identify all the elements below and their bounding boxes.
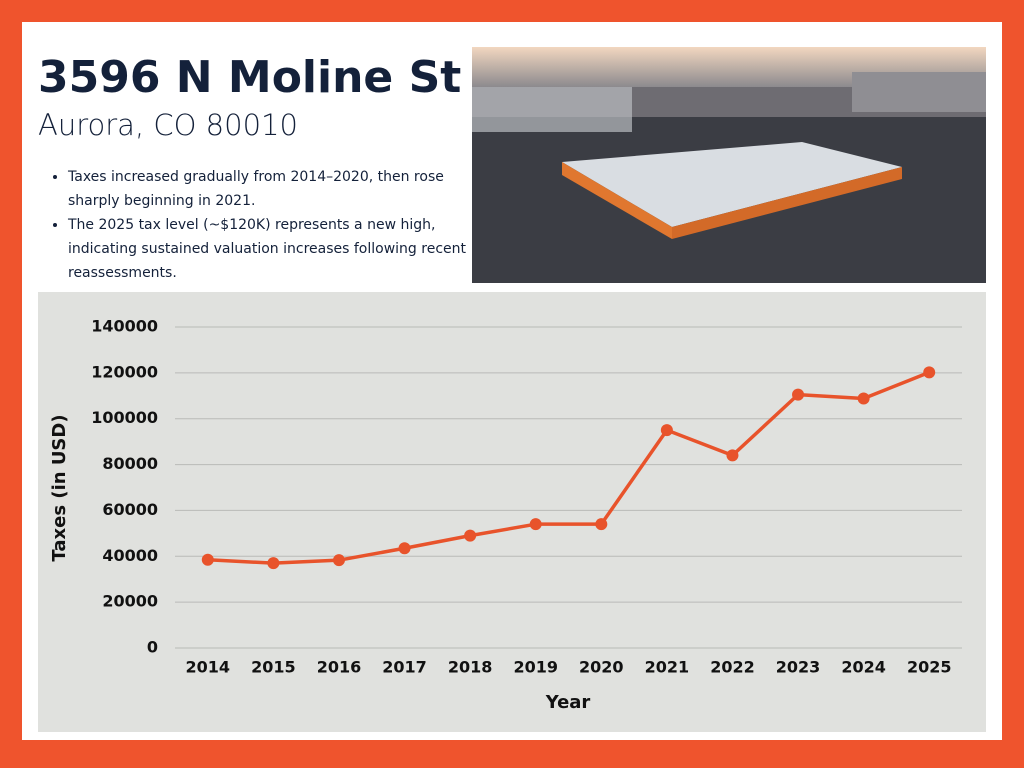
x-tick-label: 2025 (907, 658, 952, 677)
y-tick-label: 80000 (102, 454, 158, 473)
point (332, 554, 345, 567)
chart-area (38, 292, 986, 732)
y-tick-label: 0 (147, 638, 158, 657)
bullet: The 2025 tax level (~$120K) represents a… (68, 213, 468, 285)
y-tick-label: 40000 (102, 546, 158, 565)
point (726, 449, 739, 462)
bullet: Taxes increased gradually from 2014–2020… (68, 165, 468, 213)
x-tick-label: 2023 (776, 658, 821, 677)
point (529, 518, 542, 531)
x-tick-label: 2015 (251, 658, 296, 677)
point (464, 529, 477, 542)
point (267, 557, 280, 570)
x-tick-label: 2018 (448, 658, 493, 677)
bullet-list: Taxes increased gradually from 2014–2020… (46, 165, 468, 285)
y-tick-label: 100000 (91, 408, 158, 427)
x-tick-label: 2016 (317, 658, 362, 677)
point (923, 366, 936, 379)
x-axis-label: Year (545, 692, 591, 713)
title: 3596 N Moline St (38, 52, 462, 103)
x-tick-label: 2022 (710, 658, 755, 677)
point (857, 392, 870, 405)
y-tick-label: 20000 (102, 592, 158, 611)
x-tick-label: 2021 (645, 658, 690, 677)
point (792, 388, 805, 401)
y-axis-label: Taxes (in USD) (49, 414, 70, 561)
x-tick-label: 2020 (579, 658, 624, 677)
x-tick-label: 2024 (841, 658, 886, 677)
y-tick-label: 60000 (102, 500, 158, 519)
point (398, 542, 411, 555)
point (660, 424, 673, 437)
line (207, 370, 930, 565)
x-tick-label: 2017 (382, 658, 427, 677)
property-photo (472, 47, 986, 283)
point (595, 518, 608, 531)
x-tick-label: 2019 (513, 658, 558, 677)
x-tick-label: 2014 (186, 658, 231, 677)
y-tick-label: 140000 (91, 317, 158, 336)
y-tick-label: 120000 (91, 362, 158, 381)
point (201, 553, 214, 566)
subtitle: Aurora, CO 80010 (38, 108, 298, 142)
